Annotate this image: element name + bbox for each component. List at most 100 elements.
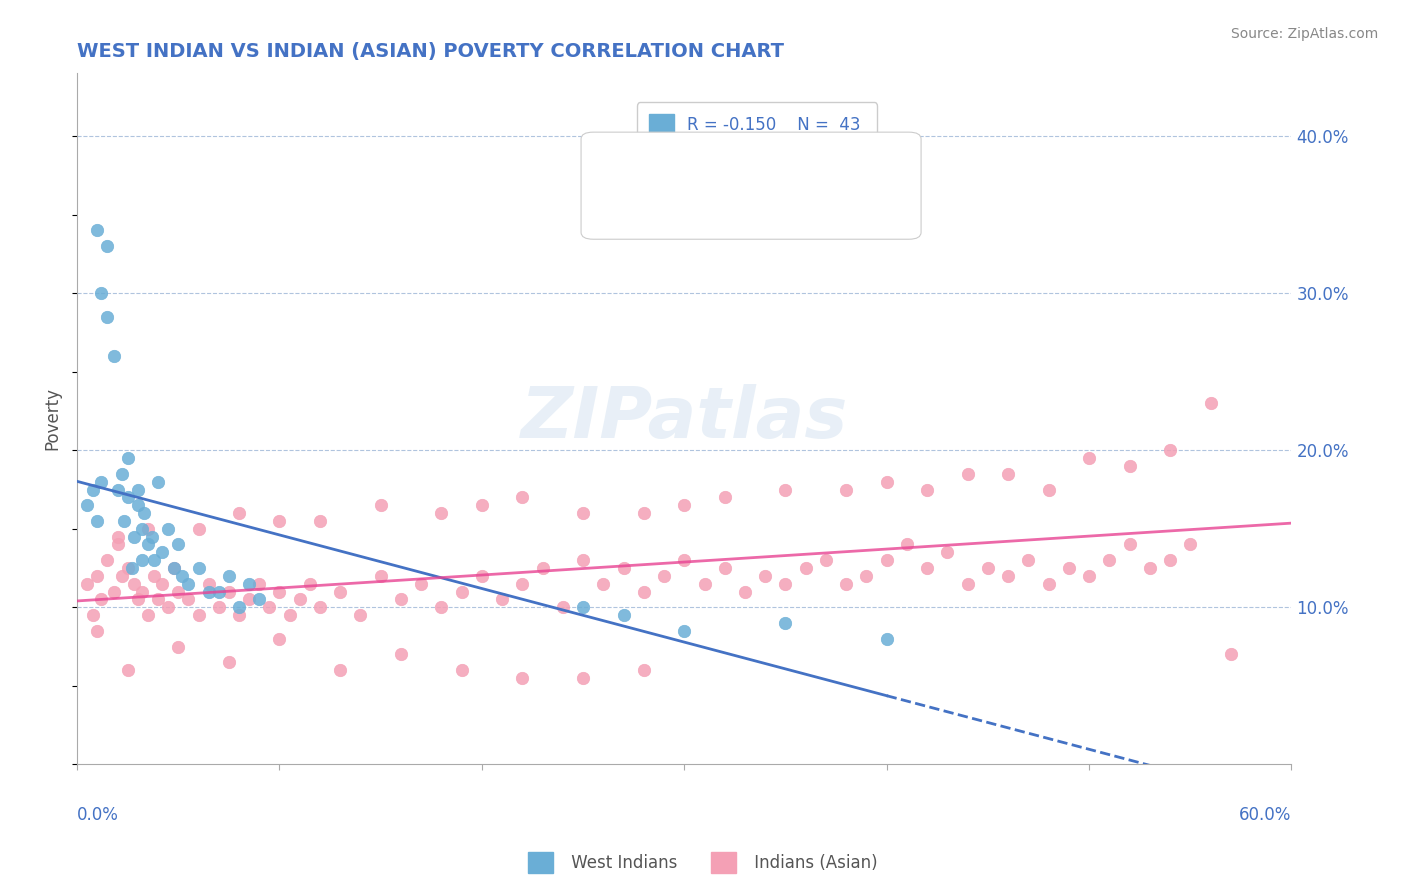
Point [775,483,797,497]
Point [117,663,139,677]
Point [218,584,240,599]
Point [117,451,139,466]
Point [187,561,209,575]
Point [157,522,180,536]
Point [136,537,159,551]
Point [111,569,132,583]
FancyBboxPatch shape [581,132,921,239]
Point [370,569,392,583]
Point [117,491,139,505]
Point [876,632,898,646]
Y-axis label: Poverty: Poverty [44,387,60,450]
Point [389,648,412,662]
Point [349,608,371,623]
Point [141,530,163,544]
Point [551,600,574,615]
Point [956,576,979,591]
Point [1017,553,1039,567]
Point [572,600,595,615]
Legend:  West Indians,  Indians (Asian): West Indians, Indians (Asian) [522,846,884,880]
Point [238,576,260,591]
Point [163,561,186,575]
Point [512,671,534,685]
Point [247,592,270,607]
Point [269,514,291,528]
Point [122,530,145,544]
Point [633,663,655,677]
Point [915,561,938,575]
Point [835,576,858,591]
Point [269,584,291,599]
Point [90,475,112,489]
Point [288,592,311,607]
Point [754,569,776,583]
Point [112,514,135,528]
Point [450,663,472,677]
Point [228,600,250,615]
Point [127,592,149,607]
Point [977,561,1000,575]
Point [1098,553,1121,567]
Point [471,498,494,512]
Point [82,483,104,497]
Point [197,584,219,599]
Point [633,506,655,520]
Point [309,514,332,528]
Point [329,663,352,677]
Point [612,608,634,623]
Text: ZIPatlas: ZIPatlas [520,384,848,453]
Point [86,569,108,583]
Point [131,553,153,567]
Point [1159,443,1181,458]
Point [997,569,1019,583]
Point [167,584,190,599]
Point [259,600,281,615]
Point [208,584,231,599]
Point [247,576,270,591]
Point [734,584,756,599]
Point [572,671,595,685]
Point [143,569,166,583]
Point [713,561,735,575]
Point [117,561,139,575]
Point [673,498,696,512]
Point [136,608,159,623]
Point [146,592,169,607]
Point [997,467,1019,481]
Point [103,584,125,599]
Point [177,576,200,591]
Point [218,569,240,583]
Point [1038,576,1060,591]
Point [82,608,104,623]
Point [1057,561,1080,575]
Point [218,655,240,669]
Point [208,600,231,615]
Point [370,498,392,512]
Point [471,569,494,583]
Point [915,483,938,497]
Point [592,576,614,591]
Point [86,624,108,638]
Point [111,467,132,481]
Point [187,608,209,623]
Point [936,545,959,559]
Point [491,592,513,607]
Point [876,553,898,567]
Point [278,608,301,623]
Point [389,592,412,607]
Text: 0.0%: 0.0% [77,805,120,823]
Point [90,592,112,607]
Point [146,475,169,489]
Point [90,286,112,301]
Point [775,576,797,591]
Point [103,349,125,363]
Point [693,576,716,591]
Point [633,584,655,599]
Point [127,483,149,497]
Point [1118,458,1140,473]
Point [794,561,817,575]
Point [713,491,735,505]
Point [96,310,118,324]
Point [1139,561,1161,575]
Point [896,537,918,551]
